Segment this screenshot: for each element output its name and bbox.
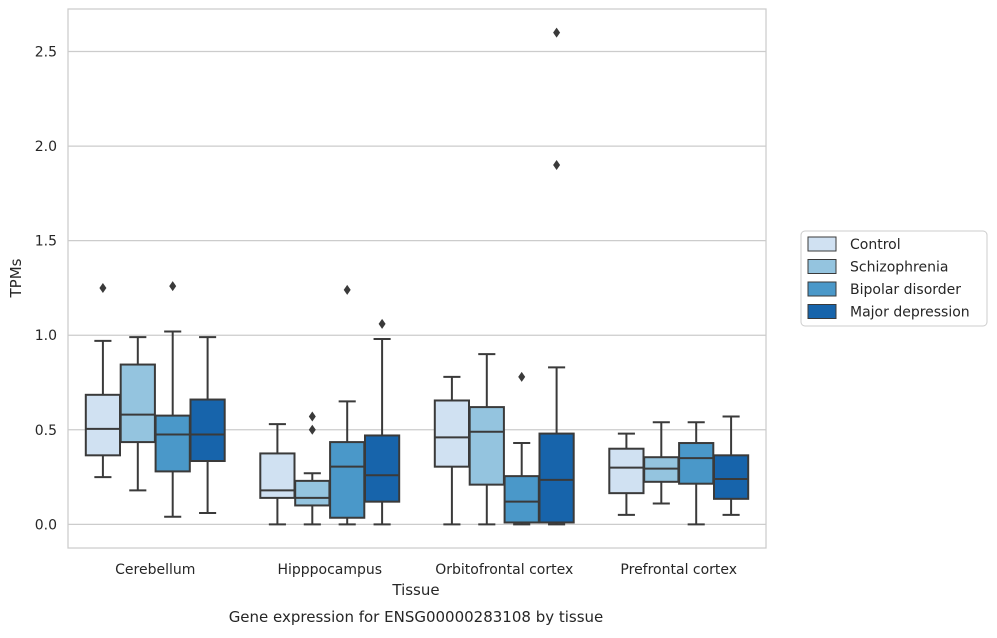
box-body xyxy=(363,434,401,503)
outlier-marker xyxy=(308,424,316,435)
x-tick-label: Prefrontal cortex xyxy=(620,562,737,578)
legend-frame xyxy=(800,230,988,327)
outlier-marker xyxy=(553,160,561,171)
x-tick-label: Hipppocampus xyxy=(277,562,382,578)
box-body xyxy=(468,406,505,486)
plot-frame xyxy=(67,8,767,549)
box-schizophrenia xyxy=(468,353,505,526)
outlier-marker xyxy=(308,411,316,422)
legend-swatch xyxy=(807,259,837,274)
box-schizophrenia xyxy=(119,336,156,492)
y-tick-label: 0.5 xyxy=(35,423,57,439)
box-control xyxy=(84,282,122,479)
box-bipolar-disorder xyxy=(154,281,191,518)
outlier-marker xyxy=(343,284,351,295)
legend: Control Schizophrenia Bipolar disorder Majo… xyxy=(800,230,988,327)
box-schizophrenia xyxy=(643,421,680,505)
y-axis-label: TPMs xyxy=(7,258,25,298)
outlier-marker xyxy=(378,318,386,329)
box-body xyxy=(294,479,331,507)
outlier-marker xyxy=(518,371,526,382)
x-tick-label: Orbitofrontal cortex xyxy=(435,562,573,578)
box-body xyxy=(433,399,471,468)
chart-caption: Gene expression for ENSG00000283108 by t… xyxy=(229,608,604,626)
box-major-depression xyxy=(363,318,401,526)
outlier-marker xyxy=(99,282,107,293)
box-body xyxy=(189,398,226,463)
y-tick-label: 2.5 xyxy=(35,45,57,61)
box-body xyxy=(154,414,191,473)
box-body xyxy=(712,454,750,500)
y-tick-label: 2.0 xyxy=(35,139,57,155)
box-body xyxy=(538,432,575,524)
x-axis-label: Tissue xyxy=(391,581,439,599)
box-control xyxy=(259,423,296,526)
box-bipolar-disorder xyxy=(503,371,540,526)
box-body xyxy=(608,447,645,495)
legend-label: Schizophrenia xyxy=(850,260,948,276)
box-major-depression xyxy=(538,27,575,526)
y-tick-labels: 0.0 0.5 1.0 1.5 2.0 2.5 xyxy=(35,45,57,534)
legend-label: Bipolar disorder xyxy=(850,282,961,298)
box-control xyxy=(608,432,645,516)
box-body xyxy=(84,393,122,457)
box-body xyxy=(503,475,540,524)
box-layer xyxy=(84,27,750,526)
outlier-marker xyxy=(553,27,561,38)
box-body xyxy=(678,442,715,485)
legend-swatch xyxy=(807,281,837,297)
legend-label: Major depression xyxy=(850,305,970,321)
outlier-marker xyxy=(169,281,177,292)
box-bipolar-disorder xyxy=(678,421,715,526)
legend-swatch xyxy=(807,236,837,252)
x-tick-label: Cerebellum xyxy=(115,562,195,578)
x-tick-labels: Cerebellum Hipppocampus Orbitofrontal cort… xyxy=(115,562,737,578)
y-tick-label: 1.5 xyxy=(35,234,57,250)
y-tick-label: 0.0 xyxy=(35,517,57,533)
legend-label: Control xyxy=(850,237,901,253)
y-tick-label: 1.0 xyxy=(35,328,57,344)
box-major-depression xyxy=(189,336,226,515)
box-body xyxy=(329,441,366,519)
box-major-depression xyxy=(712,415,750,516)
box-body xyxy=(119,363,156,444)
legend-swatch xyxy=(807,304,837,319)
